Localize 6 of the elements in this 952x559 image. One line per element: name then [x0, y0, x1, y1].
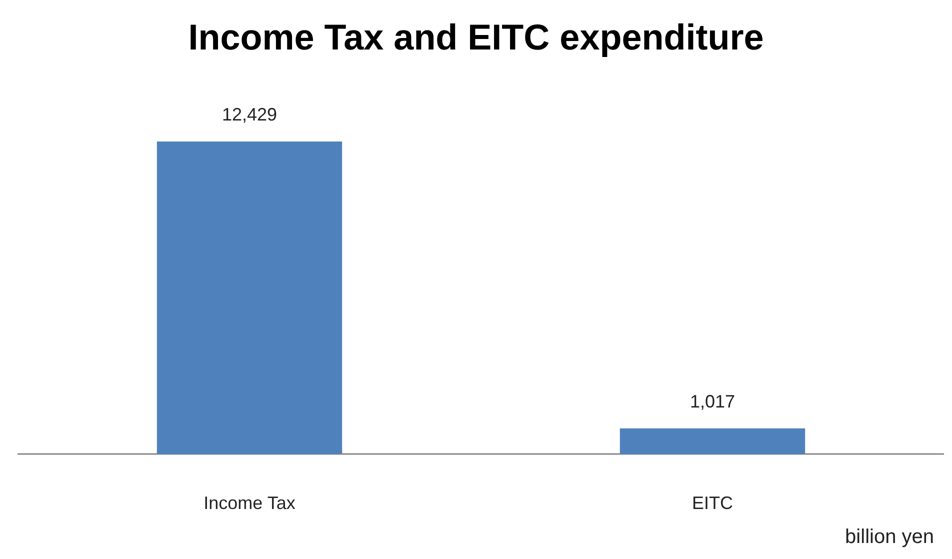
chart-title: Income Tax and EITC expenditure — [188, 16, 764, 58]
text: billion yen — [845, 526, 934, 548]
x-tick-label: EITC — [692, 493, 734, 513]
data-label: 1,017 — [690, 391, 736, 412]
x-tick-label: Income Tax — [204, 493, 296, 513]
data-label: 12,429 — [222, 104, 278, 124]
